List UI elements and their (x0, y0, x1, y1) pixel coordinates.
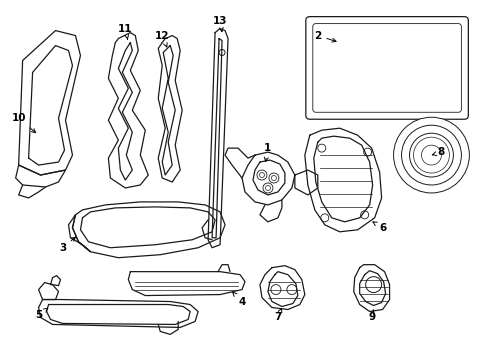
Circle shape (219, 50, 224, 55)
Circle shape (413, 137, 448, 173)
Text: 5: 5 (35, 308, 48, 320)
FancyBboxPatch shape (312, 24, 461, 112)
Circle shape (425, 149, 437, 161)
Circle shape (417, 141, 445, 169)
Circle shape (401, 125, 461, 185)
Circle shape (360, 211, 368, 219)
Text: 1: 1 (264, 143, 271, 161)
Circle shape (256, 170, 266, 180)
Circle shape (268, 173, 278, 183)
Circle shape (408, 133, 452, 177)
Text: 3: 3 (59, 237, 75, 253)
Circle shape (286, 285, 296, 294)
Text: 11: 11 (118, 24, 132, 39)
Circle shape (320, 214, 328, 222)
Text: 13: 13 (212, 15, 227, 32)
Text: 8: 8 (431, 147, 444, 157)
Circle shape (317, 144, 325, 152)
FancyBboxPatch shape (305, 17, 468, 119)
Text: 7: 7 (274, 309, 281, 323)
Text: 6: 6 (372, 222, 386, 233)
Circle shape (259, 172, 264, 177)
Circle shape (270, 285, 280, 294)
Text: 12: 12 (155, 31, 169, 47)
Circle shape (421, 145, 441, 165)
Text: 9: 9 (367, 310, 374, 323)
Text: 10: 10 (11, 113, 36, 133)
Circle shape (263, 183, 272, 193)
Text: 4: 4 (232, 292, 245, 306)
Circle shape (393, 117, 468, 193)
Circle shape (265, 185, 270, 190)
Circle shape (271, 176, 276, 180)
Circle shape (365, 276, 381, 293)
Text: 2: 2 (313, 31, 335, 42)
Circle shape (363, 148, 371, 156)
